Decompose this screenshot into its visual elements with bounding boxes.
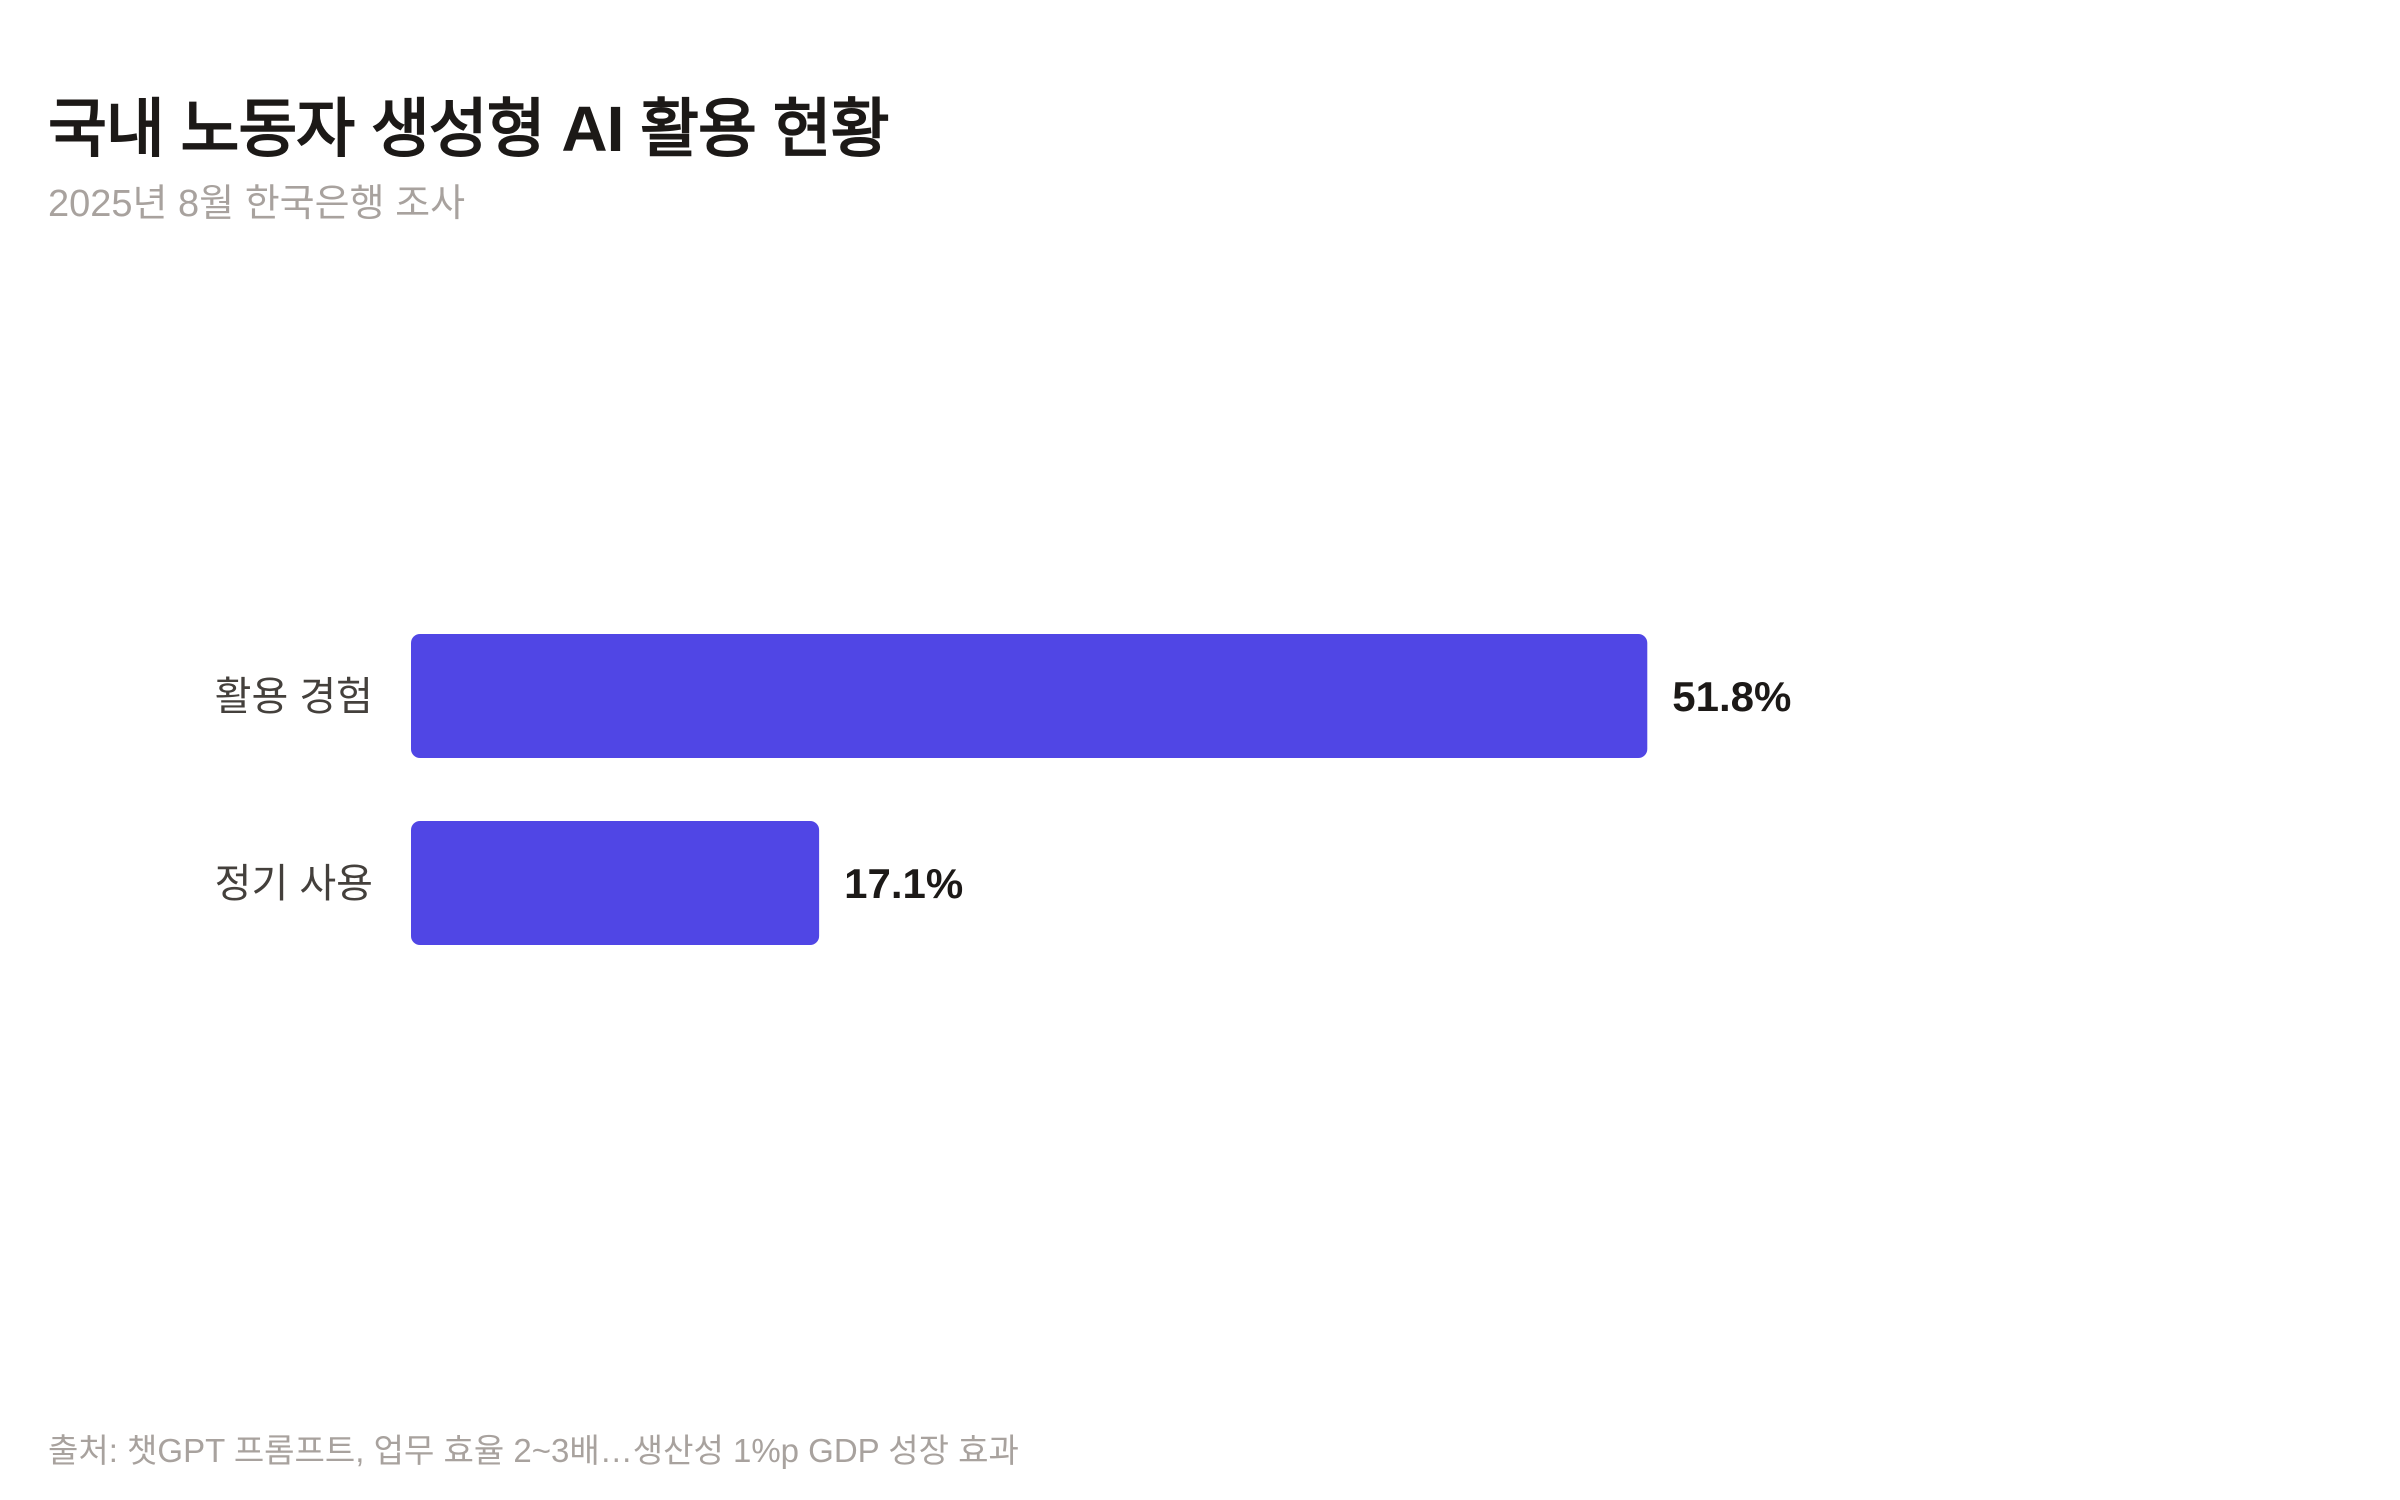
category-label: 정기 사용: [215, 862, 373, 906]
bar-0: [411, 634, 1648, 758]
chart-subtitle: 2025년 8월 한국은행 조사: [48, 183, 466, 225]
bar-1: [411, 821, 820, 945]
source-note: 출처: 챗GPT 프롬프트, 업무 효율 2~3배…생산성 1%p GDP 성장…: [48, 1432, 1019, 1469]
value-label: 17.1%: [844, 860, 963, 907]
category-label: 활용 경험: [215, 675, 373, 719]
value-label: 51.8%: [1672, 673, 1791, 720]
chart-title: 국내 노동자 생성형 AI 활용 현황: [48, 93, 889, 165]
